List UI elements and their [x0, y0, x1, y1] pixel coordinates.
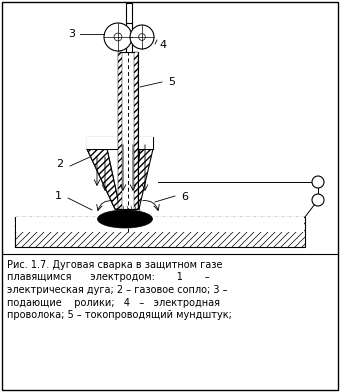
Bar — [87, 137, 153, 149]
Bar — [15, 217, 305, 247]
Bar — [118, 52, 122, 209]
Bar — [134, 52, 138, 209]
Text: проволока; 5 – токопроводящий мундштук;: проволока; 5 – токопроводящий мундштук; — [7, 310, 232, 320]
Bar — [87, 137, 153, 149]
Bar — [118, 52, 138, 209]
Text: подающие    ролики;   4   –   электродная: подающие ролики; 4 – электродная — [7, 298, 220, 307]
Circle shape — [104, 23, 132, 51]
Bar — [126, 3, 132, 23]
Text: 4: 4 — [159, 40, 167, 50]
Polygon shape — [134, 149, 153, 209]
Bar — [126, 22, 132, 52]
Text: электрическая дуга; 2 – газовое сопло; 3 –: электрическая дуга; 2 – газовое сопло; 3… — [7, 285, 227, 295]
Text: Рис. 1.7. Дуговая сварка в защитном газе: Рис. 1.7. Дуговая сварка в защитном газе — [7, 260, 222, 270]
Circle shape — [312, 194, 324, 206]
Text: 5: 5 — [169, 77, 175, 87]
Polygon shape — [87, 149, 120, 209]
Text: 3: 3 — [68, 29, 75, 39]
Bar — [16, 217, 304, 232]
Circle shape — [130, 25, 154, 49]
Text: плавящимся      электродом:       1       –: плавящимся электродом: 1 – — [7, 272, 210, 283]
Text: 2: 2 — [56, 159, 64, 169]
Polygon shape — [87, 149, 120, 209]
Text: 6: 6 — [182, 192, 188, 202]
Circle shape — [312, 176, 324, 188]
Text: 1: 1 — [54, 191, 62, 201]
Ellipse shape — [98, 210, 153, 228]
